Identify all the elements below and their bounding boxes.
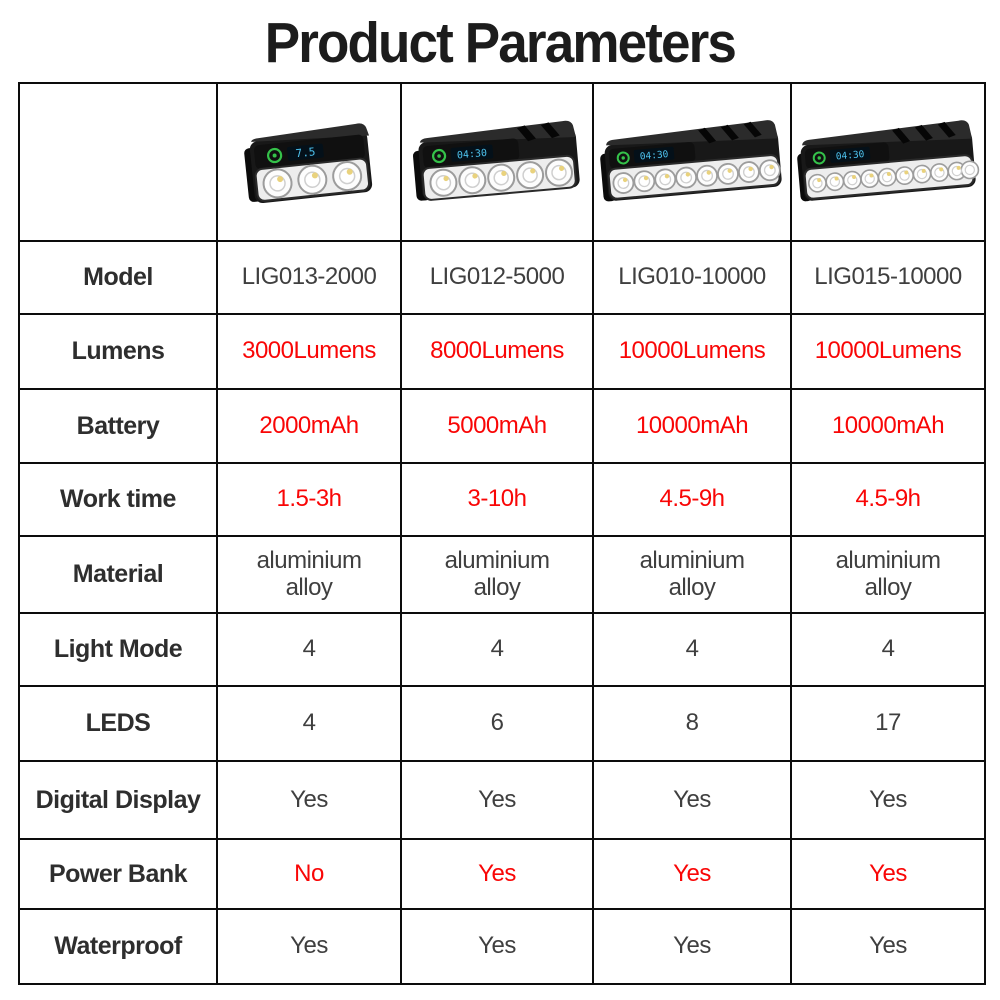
product-image-cell: 7.5 <box>216 82 402 242</box>
table-cell: 6 <box>400 685 594 762</box>
table-cell: Yes <box>790 908 986 985</box>
table-cell: 8 <box>592 685 792 762</box>
table-cell: 10000mAh <box>592 388 792 464</box>
product-parameters-table: 7.5 <box>18 82 986 985</box>
table-cell: 4.5-9h <box>592 462 792 537</box>
table-cell: Yes <box>592 908 792 985</box>
table-cell: Yes <box>216 760 402 840</box>
row-label: Digital Display <box>18 760 218 840</box>
row-label: Light Mode <box>18 612 218 687</box>
row-label: Material <box>18 535 218 614</box>
svg-text:04:30: 04:30 <box>457 148 488 162</box>
table-cell: Yes <box>216 908 402 985</box>
table-cell: Yes <box>400 908 594 985</box>
table-cell: aluminium alloy <box>592 535 792 614</box>
table-cell: 4 <box>790 612 986 687</box>
svg-text:7.5: 7.5 <box>295 145 316 160</box>
table-row-lumens: Lumens 3000Lumens 8000Lumens 10000Lumens… <box>18 313 986 390</box>
row-label: Battery <box>18 388 218 464</box>
svg-text:04:30: 04:30 <box>639 149 669 162</box>
table-cell: 3-10h <box>400 462 594 537</box>
svg-text:04:30: 04:30 <box>835 149 865 162</box>
table-cell: LIG015-10000 <box>790 240 986 315</box>
table-cell: Yes <box>400 838 594 910</box>
table-cell: 4 <box>400 612 594 687</box>
row-label: Waterproof <box>18 908 218 985</box>
table-cell: LIG012-5000 <box>400 240 594 315</box>
table-row-material: Material aluminium alloy aluminium alloy… <box>18 535 986 614</box>
table-row-work-time: Work time 1.5-3h 3-10h 4.5-9h 4.5-9h <box>18 462 986 537</box>
row-label: Model <box>18 240 218 315</box>
table-cell: 2000mAh <box>216 388 402 464</box>
table-cell: 10000Lumens <box>790 313 986 390</box>
table-row-digital-display: Digital Display Yes Yes Yes Yes <box>18 760 986 840</box>
bike-light-5-led-image: 04:30 <box>412 120 580 201</box>
table-cell: Yes <box>790 760 986 840</box>
empty-corner-cell <box>18 82 218 242</box>
table-cell: 4.5-9h <box>790 462 986 537</box>
table-cell: LIG013-2000 <box>216 240 402 315</box>
table-cell: 10000Lumens <box>592 313 792 390</box>
table-cell: 4 <box>216 612 402 687</box>
table-cell: Yes <box>592 838 792 910</box>
page-title: Product Parameters <box>0 8 1000 78</box>
row-label: Lumens <box>18 313 218 390</box>
table-cell: 17 <box>790 685 986 762</box>
table-cell: Yes <box>592 760 792 840</box>
table-row-light-mode: Light Mode 4 4 4 4 <box>18 612 986 687</box>
table-cell: aluminium alloy <box>216 535 402 614</box>
table-cell: aluminium alloy <box>400 535 594 614</box>
table-cell: aluminium alloy <box>790 535 986 614</box>
table-row-leds: LEDS 4 6 8 17 <box>18 685 986 762</box>
product-image-cell: 04:30 <box>790 82 986 242</box>
table-cell: No <box>216 838 402 910</box>
row-label: Power Bank <box>18 838 218 910</box>
table-row-power-bank: Power Bank No Yes Yes Yes <box>18 838 986 910</box>
product-image-row: 7.5 <box>18 82 986 242</box>
table-cell: 4 <box>592 612 792 687</box>
table-cell: 4 <box>216 685 402 762</box>
product-image-cell: 04:30 <box>400 82 594 242</box>
row-label: Work time <box>18 462 218 537</box>
table-row-model: Model LIG013-2000 LIG012-5000 LIG010-100… <box>18 240 986 315</box>
table-cell: 3000Lumens <box>216 313 402 390</box>
page-title-text: Product Parameters <box>264 11 737 75</box>
table-cell: Yes <box>790 838 986 910</box>
table-cell: LIG010-10000 <box>592 240 792 315</box>
bike-light-10-led-image: 04:30 <box>797 120 980 202</box>
table-cell: 1.5-3h <box>216 462 402 537</box>
table-row-waterproof: Waterproof Yes Yes Yes Yes <box>18 908 986 985</box>
table-cell: 5000mAh <box>400 388 594 464</box>
table-cell: 10000mAh <box>790 388 986 464</box>
product-image-cell: 04:30 <box>592 82 792 242</box>
table-cell: Yes <box>400 760 594 840</box>
bike-light-3-led-image: 7.5 <box>244 123 373 203</box>
row-label: LEDS <box>18 685 218 762</box>
table-cell: 8000Lumens <box>400 313 594 390</box>
bike-light-8-led-image: 04:30 <box>600 120 782 202</box>
table-row-battery: Battery 2000mAh 5000mAh 10000mAh 10000mA… <box>18 388 986 464</box>
